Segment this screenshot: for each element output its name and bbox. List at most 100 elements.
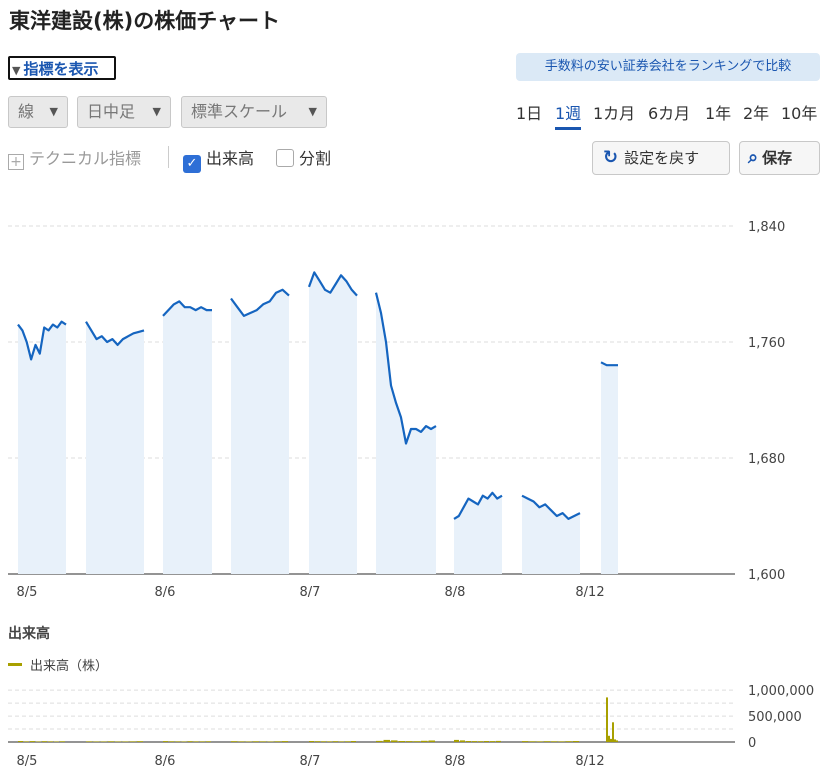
volume-bar xyxy=(543,741,551,742)
x-tick-label: 8/12 xyxy=(575,585,604,600)
volume-legend: 出来高（株） xyxy=(8,655,108,674)
volume-bar xyxy=(267,741,274,742)
volume-bar xyxy=(478,741,483,742)
y-tick-label: 500,000 xyxy=(748,710,802,725)
toggle-label: 指標を表示 xyxy=(23,60,99,78)
volume-bar xyxy=(351,741,356,742)
price-line-segment xyxy=(162,300,212,317)
price-line-segment xyxy=(17,320,67,361)
y-tick-label: 1,600 xyxy=(748,568,785,583)
range-1d[interactable]: 1日 xyxy=(516,104,543,123)
range-1w[interactable]: 1週 xyxy=(555,100,582,130)
y-tick-label: 1,840 xyxy=(748,220,785,235)
broker-ranking-link[interactable]: 手数料の安い証券会社をランキングで比較 xyxy=(516,53,820,81)
volume-bar xyxy=(281,741,289,742)
checkmark-icon: ✓ xyxy=(183,155,201,173)
split-checkbox[interactable]: 分割 xyxy=(276,145,331,169)
volume-bar xyxy=(391,740,398,742)
volume-bar xyxy=(136,741,144,742)
volume-chart[interactable]: 1,000,000 500,000 0 8/5 8/6 8/7 8/8 8/12 xyxy=(0,675,823,781)
volume-bar xyxy=(309,741,314,742)
period-type-value: 日中足 xyxy=(87,102,136,121)
volume-bar xyxy=(30,741,35,742)
price-area-segment xyxy=(18,321,66,574)
volume-bar xyxy=(129,741,136,742)
y-tick-label: 1,680 xyxy=(748,452,785,467)
volume-checkbox[interactable]: ✓ 出来高 xyxy=(183,145,254,173)
chevron-down-icon: ▼ xyxy=(308,105,317,118)
range-1y[interactable]: 1年 xyxy=(705,104,732,123)
price-area-segment xyxy=(454,492,502,574)
range-2y[interactable]: 2年 xyxy=(743,104,770,123)
volume-bar xyxy=(572,741,580,742)
price-line-segment xyxy=(453,491,503,520)
price-area-segment xyxy=(163,301,212,574)
volume-section-title: 出来高 xyxy=(8,626,50,642)
volume-bar xyxy=(54,741,59,742)
volume-bar xyxy=(398,741,405,742)
price-line-segment xyxy=(600,361,618,367)
volume-bar xyxy=(496,740,501,742)
technical-indicator-button[interactable]: + テクニカル指標 xyxy=(8,145,141,170)
volume-bar xyxy=(551,741,558,742)
price-line-segment xyxy=(230,288,290,317)
volume-bar xyxy=(175,741,181,742)
volume-bar xyxy=(472,741,477,742)
price-area-segment xyxy=(86,321,144,574)
x-tick-label: 8/5 xyxy=(17,754,38,769)
save-button[interactable]: ⌕ 保存 xyxy=(739,141,820,175)
volume-bar xyxy=(428,740,435,742)
volume-bar xyxy=(558,741,565,742)
y-tick-label: 1,000,000 xyxy=(748,684,814,699)
volume-bar xyxy=(93,741,100,742)
x-tick-label: 8/6 xyxy=(155,585,176,600)
volume-bar xyxy=(42,741,47,742)
volume-bar xyxy=(205,741,211,742)
scale-select[interactable]: 標準スケール ▼ xyxy=(181,96,327,128)
y-tick-label: 1,760 xyxy=(748,336,785,351)
refresh-icon: ↻ xyxy=(603,147,619,168)
x-tick-label: 8/7 xyxy=(300,585,321,600)
volume-bar xyxy=(612,722,614,742)
volume-bar xyxy=(260,741,267,742)
range-10y[interactable]: 10年 xyxy=(781,104,818,123)
chart-type-select[interactable]: 線 ▼ xyxy=(8,96,68,128)
volume-bar xyxy=(245,741,252,742)
volume-bar xyxy=(606,697,608,742)
volume-bar xyxy=(60,741,65,742)
volume-bar xyxy=(122,741,129,742)
volume-bar xyxy=(376,740,383,742)
checkbox-empty-icon xyxy=(276,149,294,167)
volume-bar xyxy=(169,741,175,742)
x-tick-label: 8/5 xyxy=(17,585,38,600)
volume-bar xyxy=(616,740,618,742)
volume-bar xyxy=(274,741,281,742)
price-chart[interactable]: 1,840 1,760 1,680 1,600 8/5 8/6 8/7 8/8 8/12 xyxy=(0,190,823,610)
show-indicators-toggle[interactable]: ▼ 指標を表示 xyxy=(8,56,116,80)
volume-bar xyxy=(614,739,616,742)
chart-type-value: 線 xyxy=(18,102,35,121)
volume-bar xyxy=(484,741,489,742)
volume-checkbox-label: 出来高 xyxy=(206,149,255,168)
split-checkbox-label: 分割 xyxy=(299,149,332,168)
period-type-select[interactable]: 日中足 ▼ xyxy=(77,96,171,128)
y-tick-label: 0 xyxy=(748,736,756,751)
reset-settings-button[interactable]: ↻ 設定を戻す xyxy=(592,141,730,175)
divider xyxy=(168,146,169,168)
volume-bar xyxy=(193,741,199,742)
technical-label: テクニカル指標 xyxy=(29,149,142,168)
volume-bar xyxy=(24,741,29,742)
volume-bar xyxy=(252,741,260,742)
volume-bar xyxy=(460,740,465,742)
range-6m[interactable]: 6カ月 xyxy=(648,104,691,123)
volume-bar xyxy=(345,741,350,742)
volume-bar xyxy=(231,741,238,742)
page-title: 東洋建設(株)の株価チャート xyxy=(9,9,280,33)
save-label: 保存 xyxy=(762,149,793,167)
volume-bar xyxy=(181,741,187,742)
range-1m[interactable]: 1カ月 xyxy=(593,104,636,123)
volume-bar xyxy=(107,741,115,742)
price-line-segment xyxy=(85,321,145,346)
volume-bar xyxy=(383,739,390,742)
volume-bar xyxy=(199,741,205,742)
